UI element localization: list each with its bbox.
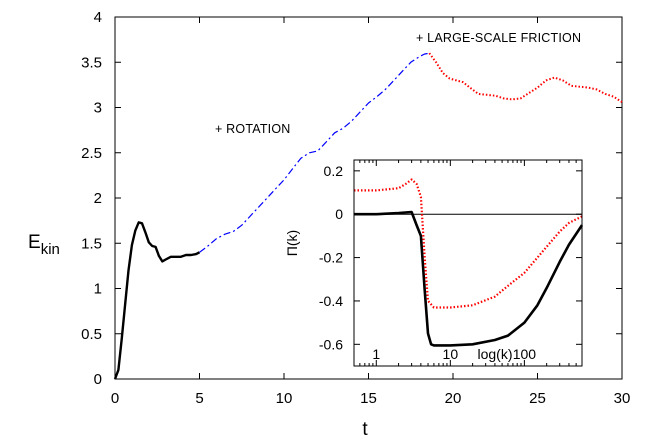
inset-y-tick-label: -0.2	[319, 250, 343, 266]
main-series-dotted-line	[428, 52, 623, 103]
y-tick-label: 1.5	[81, 235, 102, 252]
y-tick-label: 0.5	[81, 326, 102, 343]
inset-x-axis-label: log(k)	[477, 346, 512, 362]
inset-background	[354, 160, 582, 366]
inset-series-dotted-line	[354, 178, 583, 309]
inset-x-tick-label: 100	[513, 346, 537, 362]
x-tick-label: 10	[276, 390, 293, 407]
y-axis-label: Ekin	[28, 232, 60, 258]
main-series-dash-dot-line	[199, 52, 430, 253]
y-tick-label: 0	[94, 371, 102, 388]
main-series-group	[113, 52, 623, 380]
inset-x-tick-label: 10	[443, 346, 459, 362]
svg-text:Ekin: Ekin	[28, 232, 60, 258]
main-series-solid-line	[113, 221, 201, 380]
x-tick-label: 15	[360, 390, 377, 407]
inset-y-tick-label: -0.4	[319, 293, 343, 309]
inset-y-tick-label: 0.2	[324, 163, 344, 179]
inset-y-tick-label: 0	[335, 206, 343, 222]
rotation-annotation: + ROTATION	[215, 122, 291, 136]
y-axis-label-subscript: kin	[41, 241, 60, 258]
inset-y-axis-label: Π(k)	[284, 230, 300, 256]
friction-annotation: + LARGE-SCALE FRICTION	[416, 31, 581, 45]
x-tick-label: 5	[195, 390, 203, 407]
x-tick-label: 20	[445, 390, 462, 407]
inset-plot-frame	[353, 159, 583, 367]
inset-y-tick-label: -0.6	[319, 336, 343, 352]
x-axis-label: t	[362, 419, 368, 440]
y-axis-label-main: E	[28, 232, 41, 253]
x-tick-label: 25	[529, 390, 546, 407]
inset-series-group	[354, 178, 584, 347]
inset-x-tick-label: 1	[372, 346, 380, 362]
x-tick-label: 0	[111, 390, 119, 407]
y-tick-label: 2.5	[81, 145, 102, 162]
y-tick-label: 2	[94, 190, 102, 207]
y-tick-label: 3.5	[81, 54, 102, 71]
y-tick-label: 4	[94, 9, 102, 26]
y-tick-label: 3	[94, 100, 102, 117]
x-tick-label: 30	[614, 390, 631, 407]
inset-axis-ticks: 1 10 100 0.2 0 -0.2 -0.4 -0.6	[319, 160, 582, 366]
inset-series-solid-line	[354, 210, 584, 347]
y-tick-label: 1	[94, 281, 102, 298]
